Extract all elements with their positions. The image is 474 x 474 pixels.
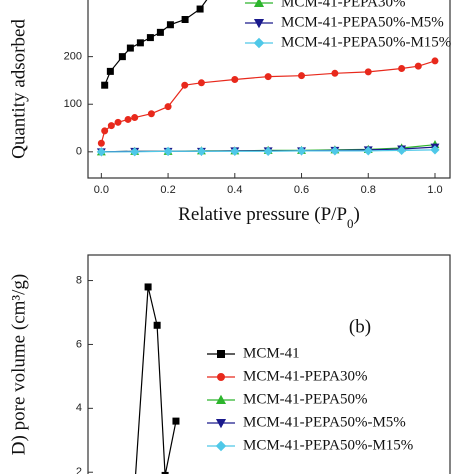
marker xyxy=(101,127,109,135)
marker xyxy=(253,37,265,49)
plot-area xyxy=(96,0,440,157)
y-tick-label: 2 xyxy=(76,466,82,474)
marker xyxy=(163,146,173,156)
marker xyxy=(217,350,225,358)
marker xyxy=(181,81,189,89)
y-tick-label: 100 xyxy=(64,98,82,110)
marker xyxy=(96,147,106,157)
marker xyxy=(106,67,114,75)
marker xyxy=(156,28,164,36)
x-axis-label-part: Relative pressure (P/P xyxy=(178,204,347,225)
marker xyxy=(101,81,109,89)
marker xyxy=(215,440,227,452)
marker xyxy=(430,145,440,155)
marker xyxy=(164,103,172,111)
marker xyxy=(153,321,161,329)
marker xyxy=(431,57,439,65)
marker xyxy=(114,118,122,126)
marker xyxy=(130,147,140,157)
annotation: (b) xyxy=(349,316,371,337)
legend-label: MCM-41 xyxy=(243,345,300,361)
marker xyxy=(147,110,155,118)
marker xyxy=(363,146,373,156)
x-axis-label: Relative pressure (P/P0) xyxy=(178,204,360,231)
marker xyxy=(264,73,272,81)
marker xyxy=(146,34,154,42)
marker xyxy=(126,44,134,52)
plot-frame xyxy=(87,0,451,179)
marker xyxy=(161,471,169,474)
x-tick-label: 0.2 xyxy=(160,184,175,196)
marker xyxy=(331,69,339,77)
x-tick-label: 0.8 xyxy=(361,184,376,196)
legend-label: MCM-41-PEPA50%-M15% xyxy=(281,34,451,50)
y-tick-label: 6 xyxy=(76,338,82,350)
x-axis-label-part: 0 xyxy=(347,216,354,231)
marker xyxy=(215,419,227,429)
legend-label: MCM-41-PEPA30% xyxy=(243,368,367,384)
marker xyxy=(263,146,273,156)
marker xyxy=(330,146,340,156)
x-tick-label: 1.0 xyxy=(427,184,442,196)
marker xyxy=(298,72,306,80)
marker xyxy=(107,122,115,130)
marker xyxy=(172,417,180,425)
legend-label: MCM-41-PEPA50%-M5% xyxy=(281,14,444,30)
marker xyxy=(215,394,227,404)
legend-label: MCM-41-PEPA30% xyxy=(281,0,405,10)
marker xyxy=(230,146,240,156)
marker xyxy=(253,19,265,29)
marker xyxy=(398,65,406,73)
legend-label: MCM-41-PEPA50%-M15% xyxy=(243,437,413,453)
marker xyxy=(397,145,407,156)
marker xyxy=(124,115,132,123)
marker xyxy=(166,21,174,29)
y-axis-label: Quantity adsorbed xyxy=(8,19,29,159)
marker xyxy=(196,146,207,156)
y-tick-label: 200 xyxy=(64,51,82,63)
y-tick-label: 4 xyxy=(76,402,82,414)
marker xyxy=(296,146,307,156)
legend-label: MCM-41-PEPA50%-M5% xyxy=(243,414,406,430)
y-tick-label: 0 xyxy=(76,146,82,158)
marker xyxy=(136,39,144,47)
marker xyxy=(131,114,139,122)
marker xyxy=(253,0,265,7)
marker xyxy=(197,79,205,87)
plot-area xyxy=(135,283,180,474)
plot-frame xyxy=(87,254,451,474)
series-line xyxy=(135,286,177,474)
marker xyxy=(118,53,126,61)
marker xyxy=(414,62,422,70)
marker xyxy=(364,68,372,76)
y-axis-label: D) pore volume (cm³/g) xyxy=(8,274,29,455)
marker xyxy=(144,283,152,291)
y-tick-label: 8 xyxy=(76,274,82,286)
x-tick-label: 0.4 xyxy=(227,184,242,196)
x-tick-label: 0.0 xyxy=(94,184,109,196)
x-tick-label: 0.6 xyxy=(294,184,309,196)
marker xyxy=(181,16,189,24)
marker xyxy=(97,139,105,147)
legend-label: MCM-41-PEPA50% xyxy=(243,391,367,407)
marker xyxy=(196,5,204,13)
x-axis-label-part: ) xyxy=(354,204,360,225)
series-line xyxy=(104,0,208,86)
marker xyxy=(231,75,239,83)
marker xyxy=(217,373,225,381)
